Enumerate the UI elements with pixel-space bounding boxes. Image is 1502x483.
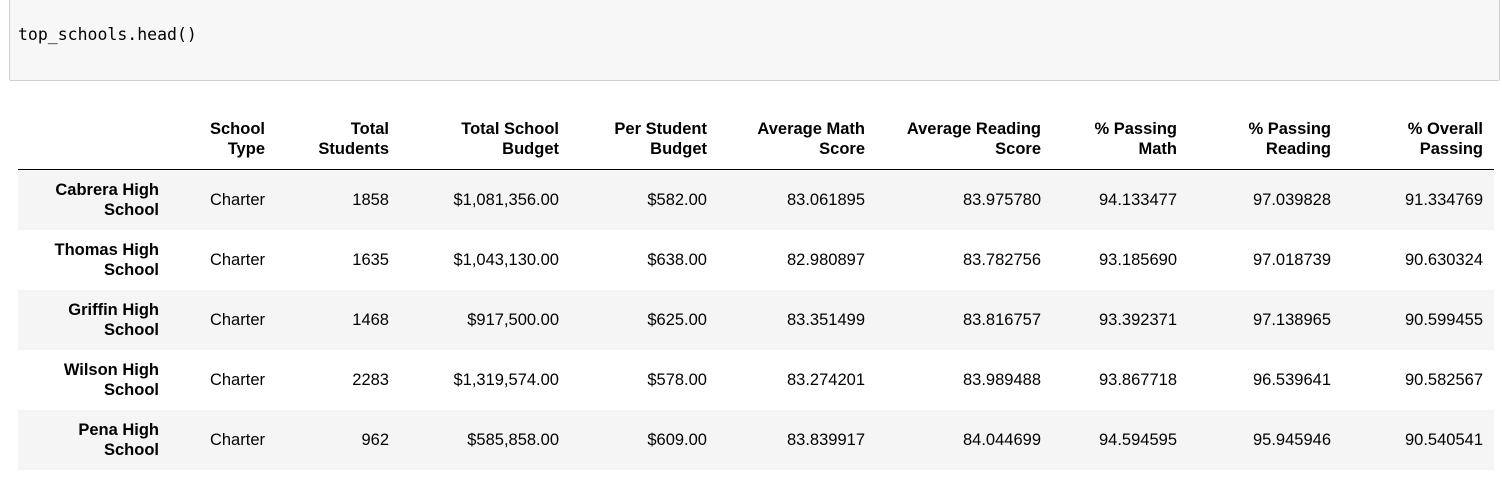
table-cell: 83.839917 xyxy=(787,431,865,449)
table-cell: 82.980897 xyxy=(787,251,865,269)
table-cell: 1635 xyxy=(352,251,389,269)
column-header: Total School Budget xyxy=(400,117,570,170)
table-cell: 95.945946 xyxy=(1253,431,1331,449)
table-cell: $578.00 xyxy=(647,371,707,389)
table-cell: $625.00 xyxy=(647,311,707,329)
table-cell: $1,319,574.00 xyxy=(453,371,559,389)
row-index: Cabrera High School xyxy=(55,181,159,219)
table-cell: $582.00 xyxy=(647,191,707,209)
table-cell: 97.018739 xyxy=(1253,251,1331,269)
table-cell: $1,081,356.00 xyxy=(453,191,559,209)
table-cell: 83.989488 xyxy=(963,371,1041,389)
column-header: Total Students xyxy=(276,117,400,170)
table-cell: Charter xyxy=(209,371,265,389)
table-cell: 83.975780 xyxy=(963,191,1041,209)
table-cell: 83.061895 xyxy=(787,191,865,209)
table-cell: 83.782756 xyxy=(963,251,1041,269)
row-index: Pena High School xyxy=(78,421,159,459)
column-header: School Type xyxy=(170,117,276,170)
table-body: Cabrera High School Charter 1858 $1,081,… xyxy=(18,169,1494,470)
table-cell: 90.582567 xyxy=(1405,371,1483,389)
table-cell: 96.539641 xyxy=(1253,371,1331,389)
table-cell: 93.392371 xyxy=(1099,311,1177,329)
row-index: Thomas High School xyxy=(54,241,159,279)
table-row: Cabrera High School Charter 1858 $1,081,… xyxy=(18,169,1494,230)
output-area: School Type Total Students Total School … xyxy=(18,117,1494,470)
table-cell: 83.351499 xyxy=(787,311,865,329)
table-row: Pena High School Charter 962 $585,858.00… xyxy=(18,410,1494,470)
dataframe-table: School Type Total Students Total School … xyxy=(18,117,1494,470)
table-cell: 90.540541 xyxy=(1405,431,1483,449)
table-cell: Charter xyxy=(209,191,265,209)
column-header: Per Student Budget xyxy=(570,117,718,170)
table-row: Thomas High School Charter 1635 $1,043,1… xyxy=(18,230,1494,290)
column-header: % Passing Reading xyxy=(1188,117,1342,170)
row-index: Griffin High School xyxy=(68,301,159,339)
index-header xyxy=(18,117,170,170)
table-cell: 1468 xyxy=(352,311,389,329)
table-cell: 84.044699 xyxy=(963,431,1041,449)
table-cell: 83.274201 xyxy=(787,371,865,389)
table-cell: 1858 xyxy=(352,191,389,209)
code-input-cell[interactable]: top_schools.head() xyxy=(9,0,1500,81)
table-cell: $609.00 xyxy=(647,431,707,449)
table-cell: $585,858.00 xyxy=(467,431,559,449)
table-header: School Type Total Students Total School … xyxy=(18,117,1494,170)
table-cell: 962 xyxy=(361,431,389,449)
column-header: Average Reading Score xyxy=(876,117,1052,170)
table-cell: $1,043,130.00 xyxy=(453,251,559,269)
column-header: % Overall Passing xyxy=(1342,117,1494,170)
column-header: Average Math Score xyxy=(718,117,876,170)
table-cell: 97.138965 xyxy=(1253,311,1331,329)
table-cell: 91.334769 xyxy=(1405,191,1483,209)
table-cell: 93.867718 xyxy=(1099,371,1177,389)
table-cell: 2283 xyxy=(352,371,389,389)
row-index: Wilson High School xyxy=(63,361,159,399)
table-cell: 94.594595 xyxy=(1099,431,1177,449)
table-cell: 93.185690 xyxy=(1099,251,1177,269)
table-cell: Charter xyxy=(209,251,265,269)
column-header: % Passing Math xyxy=(1052,117,1188,170)
table-cell: 94.133477 xyxy=(1099,191,1177,209)
table-cell: Charter xyxy=(209,431,265,449)
header-row: School Type Total Students Total School … xyxy=(18,117,1494,170)
table-cell: 97.039828 xyxy=(1253,191,1331,209)
table-cell: 83.816757 xyxy=(963,311,1041,329)
table-cell: Charter xyxy=(209,311,265,329)
table-row: Griffin High School Charter 1468 $917,50… xyxy=(18,290,1494,350)
code-line[interactable]: top_schools.head() xyxy=(18,25,197,44)
table-cell: $638.00 xyxy=(647,251,707,269)
table-cell: 90.599455 xyxy=(1405,311,1483,329)
table-cell: 90.630324 xyxy=(1405,251,1483,269)
table-row: Wilson High School Charter 2283 $1,319,5… xyxy=(18,350,1494,410)
table-cell: $917,500.00 xyxy=(467,311,559,329)
